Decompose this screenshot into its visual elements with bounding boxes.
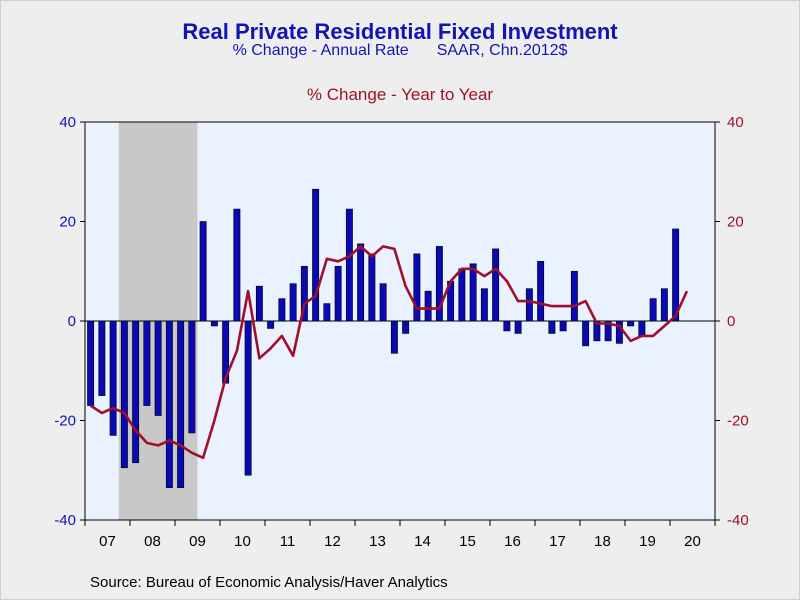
bar-mark [672, 228, 680, 322]
bar-mark [368, 253, 376, 322]
bar-mark [323, 303, 331, 322]
bar-mark [492, 248, 500, 322]
bar-mark [357, 243, 365, 322]
bar-mark [143, 320, 151, 406]
x-tick-label: 17 [549, 533, 566, 550]
subtitle-left: % Change - Annual Rate [232, 42, 409, 59]
bar-mark [424, 290, 432, 322]
x-tick-label: 12 [324, 533, 341, 550]
bar-mark [188, 320, 196, 434]
x-tick-label: 15 [459, 533, 476, 550]
bar-mark [120, 320, 128, 469]
bar-mark [98, 320, 106, 396]
y-tick-label-right: 0 [727, 313, 735, 330]
y-tick-label-right: 20 [727, 214, 744, 231]
bar-mark [177, 320, 185, 488]
bar-mark [458, 268, 466, 322]
bar-mark [638, 320, 646, 337]
bar-mark [109, 320, 117, 436]
line-series-label: % Change - Year to Year [306, 85, 494, 104]
bar-mark [154, 320, 162, 416]
yoy-line [89, 245, 689, 460]
bar-mark [345, 208, 353, 322]
bar-mark [604, 320, 612, 342]
bar-mark [582, 320, 590, 347]
y-tick-label-right: -20 [727, 413, 749, 430]
x-tick-label: 18 [594, 533, 611, 550]
source-note: Source: Bureau of Economic Analysis/Have… [90, 574, 448, 591]
bar-mark [267, 320, 275, 329]
y-tick-label-left: -40 [54, 512, 76, 529]
bar-mark [503, 320, 511, 332]
bar-mark [312, 188, 320, 322]
bar-mark [87, 320, 95, 406]
y-tick-label-left: 40 [59, 114, 76, 131]
chart-subtitle: % Change - Annual Rate SAAR, Chn.2012$ [0, 42, 800, 60]
x-tick-label: 07 [99, 533, 116, 550]
bar-mark [255, 285, 263, 322]
x-tick-label: 16 [504, 533, 521, 550]
chart-title: Real Private Residential Fixed Investmen… [182, 19, 618, 44]
bar-mark [334, 265, 342, 322]
bar-mark [660, 288, 668, 322]
bar-mark [413, 253, 421, 322]
bar-mark [300, 265, 308, 322]
bar-mark [559, 320, 567, 332]
bar-mark [480, 288, 488, 322]
x-tick-label: 14 [414, 533, 431, 550]
y-tick-label-left: 0 [68, 313, 76, 330]
bar-mark [379, 283, 387, 322]
bar-mark [627, 320, 635, 327]
bar-mark [402, 320, 410, 334]
bar-mark [570, 270, 578, 322]
y-tick-label-left: 20 [59, 214, 76, 231]
y-tick-label-left: -20 [54, 413, 76, 430]
bar-mark [469, 263, 477, 322]
bar-mark [649, 298, 657, 322]
y-tick-label-right: 40 [727, 114, 744, 131]
bar-mark [514, 320, 522, 334]
x-tick-label: 09 [189, 533, 206, 550]
y-tick-label-right: -40 [727, 512, 749, 529]
x-tick-label: 08 [144, 533, 161, 550]
bar-mark [132, 320, 140, 464]
subtitle-right: SAAR, Chn.2012$ [436, 42, 568, 59]
bar-mark [525, 288, 533, 322]
bar-mark [244, 320, 252, 476]
bar-mark [199, 221, 207, 322]
bar-mark [233, 208, 241, 322]
bar-mark [278, 298, 286, 322]
x-tick-label: 13 [369, 533, 386, 550]
bar-mark [435, 246, 443, 322]
bar-mark [210, 320, 218, 327]
x-tick-label: 11 [280, 533, 296, 550]
bar-mark [548, 320, 556, 334]
bar-mark [289, 283, 297, 322]
x-tick-label: 10 [234, 533, 251, 550]
bar-mark [537, 260, 545, 322]
x-tick-label: 19 [639, 533, 656, 550]
bar-mark [165, 320, 173, 488]
x-tick-label: 20 [684, 533, 701, 550]
bar-mark [390, 320, 398, 354]
bar-mark [222, 320, 230, 384]
